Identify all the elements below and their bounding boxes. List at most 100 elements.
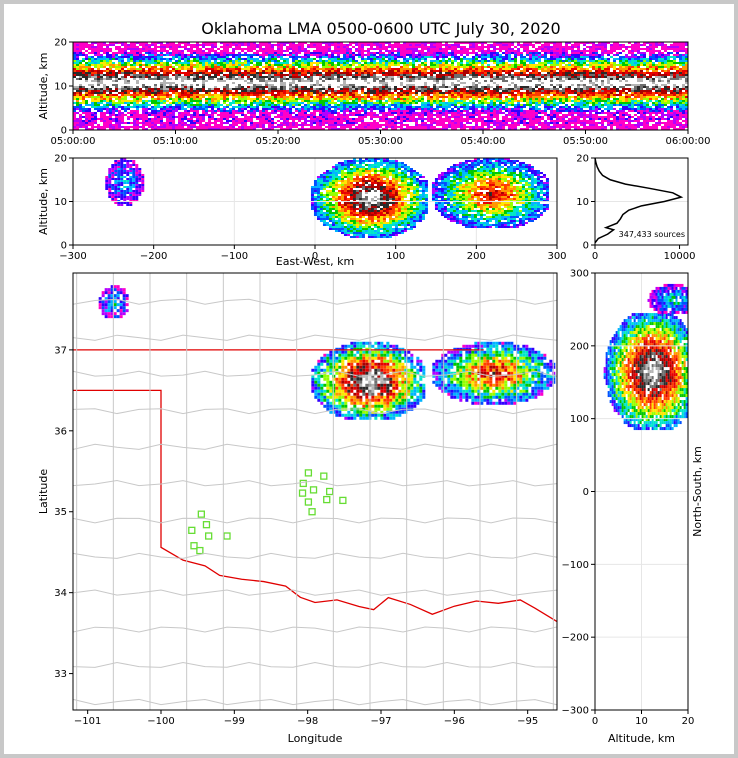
density-cell — [448, 54, 451, 56]
density-cell — [349, 118, 352, 120]
density-cell — [316, 56, 319, 58]
density-cell — [82, 116, 85, 118]
density-cell — [130, 74, 133, 76]
density-cell — [409, 118, 412, 120]
density-cell — [115, 88, 118, 90]
density-cell — [178, 98, 181, 100]
density-cell — [298, 92, 301, 94]
density-cell — [367, 78, 370, 80]
density-cell — [409, 64, 412, 66]
density-cell — [406, 76, 409, 78]
density-cell — [268, 64, 271, 66]
density-cell — [337, 54, 340, 56]
density-cell — [178, 54, 181, 56]
density-cell — [277, 62, 280, 64]
density-cell — [160, 94, 163, 96]
density-cell — [202, 94, 205, 96]
density-cell — [370, 46, 373, 48]
density-cell — [202, 106, 205, 108]
density-cell — [382, 104, 385, 106]
density-cell — [322, 96, 325, 98]
density-cell — [415, 128, 418, 130]
density-cell — [151, 58, 154, 60]
density-cell — [151, 88, 154, 90]
density-cell — [364, 116, 367, 118]
density-cell — [268, 66, 271, 68]
density-cell — [304, 86, 307, 88]
density-cell — [280, 78, 283, 80]
density-cell — [73, 70, 76, 72]
density-cell — [415, 92, 418, 94]
density-cell — [94, 42, 97, 44]
density-cell — [322, 98, 325, 100]
density-cell — [409, 106, 412, 108]
density-cell — [445, 74, 448, 76]
density-cell — [346, 126, 349, 128]
density-cell — [418, 90, 421, 92]
density-cell — [415, 120, 418, 122]
density-cell — [280, 116, 283, 118]
density-cell — [79, 72, 82, 74]
density-cell — [274, 94, 277, 96]
density-cell — [112, 74, 115, 76]
density-cell — [274, 84, 277, 86]
density-cell — [202, 76, 205, 78]
density-cell — [139, 86, 142, 88]
density-cell — [136, 128, 139, 130]
density-cell — [202, 46, 205, 48]
density-cell — [379, 58, 382, 60]
density-cell — [163, 70, 166, 72]
density-cell — [85, 54, 88, 56]
density-cell — [202, 72, 205, 74]
density-cell — [373, 128, 376, 130]
density-cell — [370, 44, 373, 46]
density-cell — [193, 46, 196, 48]
density-cell — [370, 104, 373, 106]
density-cell — [178, 118, 181, 120]
density-cell — [202, 50, 205, 52]
density-cell — [274, 108, 277, 110]
density-cell — [409, 114, 412, 116]
density-cell — [382, 112, 385, 114]
density-cell — [295, 70, 298, 72]
density-cell — [283, 112, 286, 114]
density-cell — [91, 118, 94, 120]
density-cell — [325, 70, 328, 72]
density-cell — [205, 80, 208, 82]
density-cell — [340, 114, 343, 116]
density-cell — [382, 64, 385, 66]
density-cell — [238, 68, 241, 70]
density-cell — [133, 90, 136, 92]
density-cell — [163, 76, 166, 78]
density-cell — [343, 84, 346, 86]
density-cell — [328, 66, 331, 68]
density-cell — [442, 114, 445, 116]
density-cell — [223, 50, 226, 52]
density-cell — [76, 46, 79, 48]
density-cell — [214, 104, 217, 106]
density-cell — [286, 116, 289, 118]
density-cell — [373, 62, 376, 64]
density-cell — [262, 72, 265, 74]
density-cell — [196, 104, 199, 106]
density-cell — [313, 66, 316, 68]
density-cell — [226, 48, 229, 50]
density-cell — [178, 78, 181, 80]
density-cell — [154, 110, 157, 112]
density-cell — [214, 126, 217, 128]
density-cell — [226, 62, 229, 64]
density-cell — [442, 58, 445, 60]
density-cell — [460, 98, 463, 100]
density-cell — [97, 72, 100, 74]
density-cell — [394, 82, 397, 84]
density-cell — [307, 94, 310, 96]
density-cell — [406, 66, 409, 68]
density-cell — [220, 66, 223, 68]
density-cell — [247, 78, 250, 80]
density-cell — [352, 100, 355, 102]
density-cell — [199, 50, 202, 52]
density-cell — [97, 92, 100, 94]
density-cell — [382, 74, 385, 76]
density-cell — [277, 120, 280, 122]
density-cell — [337, 82, 340, 84]
